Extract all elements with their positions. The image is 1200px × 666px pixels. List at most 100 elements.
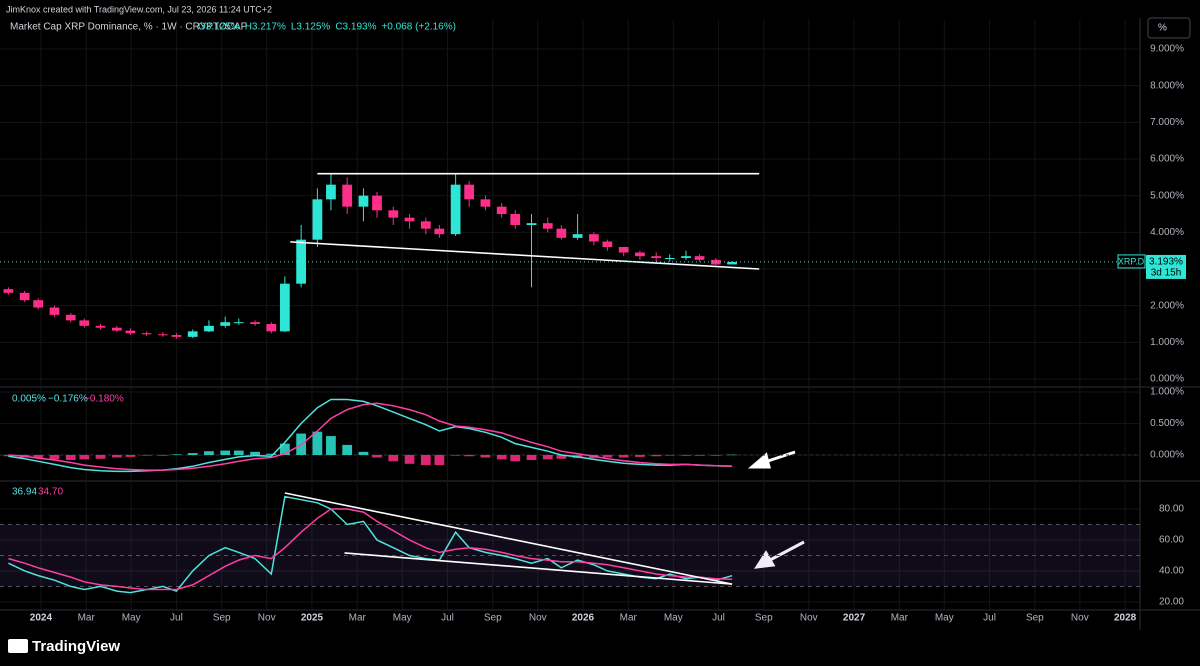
ohlc-value: L3.125%	[291, 22, 331, 33]
ohlc-value: O3.125%	[198, 22, 240, 33]
x-tick-label: Sep	[755, 613, 773, 624]
candle-body	[434, 228, 445, 235]
histogram-bar	[635, 454, 645, 457]
histogram-bar	[111, 454, 122, 458]
y-tick-label: 6.000%	[1150, 154, 1184, 165]
candle-body	[296, 239, 307, 284]
x-tick-label: Mar	[349, 613, 367, 624]
candle-body	[250, 322, 260, 325]
y-tick-label: 2.000%	[1150, 300, 1184, 311]
candle-body	[404, 217, 415, 222]
histogram-bar	[710, 454, 721, 456]
candle-body	[33, 300, 44, 308]
candle-body	[204, 325, 214, 332]
candle-body	[95, 325, 106, 328]
histogram-bar	[326, 436, 336, 455]
price-tag-label: 3.193%	[1149, 257, 1183, 268]
histogram-bar	[250, 451, 260, 455]
candle-body	[618, 247, 629, 253]
candle-body	[279, 283, 290, 332]
x-tick-label: Jul	[441, 613, 454, 624]
histogram-bar	[480, 454, 491, 458]
candle-body	[450, 184, 461, 235]
x-tick-label: Sep	[1026, 613, 1044, 624]
y-tick-label: 8.000%	[1150, 80, 1184, 91]
candle-body	[510, 214, 521, 226]
histogram-bar	[542, 454, 553, 460]
histogram-bar	[79, 454, 90, 460]
x-tick-label: Nov	[258, 613, 276, 624]
histogram-bar	[204, 451, 214, 455]
candle-body	[694, 256, 705, 260]
histogram-bar	[187, 453, 198, 455]
candle-body	[220, 322, 231, 326]
histogram-bar	[664, 454, 675, 456]
candle-body	[542, 223, 553, 229]
trendline	[284, 492, 733, 585]
candle-body	[171, 335, 182, 337]
arrow-shaft	[769, 540, 805, 562]
histogram-bar	[158, 454, 168, 456]
x-tick-label: Mar	[620, 613, 638, 624]
logo: TradingView	[8, 638, 120, 655]
histogram-bar	[602, 454, 613, 458]
histogram-bar	[171, 454, 182, 455]
candle-body	[312, 199, 323, 240]
x-tick-label: Jul	[983, 613, 996, 624]
y-tick-label: 0.000%	[1150, 450, 1184, 461]
ohlc-legend: O3.125% H3.217% L3.125% C3.193% +0.068 (+2.1…	[198, 22, 456, 33]
histogram-bar	[526, 454, 537, 461]
price-tag-symbol: XRP.D	[1118, 256, 1145, 266]
arrow	[747, 450, 805, 569]
candle-body	[158, 334, 168, 336]
histogram-bar	[420, 454, 431, 466]
macd-legend: −0.180%	[84, 394, 124, 405]
x-tick-label: Sep	[213, 613, 231, 624]
candle-body	[496, 206, 507, 215]
candle-body	[664, 258, 675, 260]
y-tick-label: 5.000%	[1150, 190, 1184, 201]
candle-body	[572, 234, 583, 238]
candle-body	[342, 184, 353, 207]
candle-body	[65, 314, 76, 321]
histogram-bar	[33, 454, 44, 459]
candle-body	[556, 228, 567, 238]
candle-body	[651, 256, 662, 259]
histogram-bar	[372, 454, 382, 458]
histogram-bar	[312, 431, 323, 455]
symbol: Market Cap XRP Dominance, % · 1W · CRYPT…	[10, 22, 248, 33]
candle-body	[187, 331, 198, 337]
x-tick-label: May	[122, 613, 141, 624]
x-tick-label: Jul	[712, 613, 725, 624]
histogram-bar	[65, 454, 76, 461]
candle-body	[420, 221, 431, 229]
histogram-bar	[95, 454, 106, 459]
ohlc-value: H3.217%	[245, 22, 286, 33]
candle-body	[233, 322, 244, 324]
candle-body	[326, 184, 336, 200]
y-tick-label: 1.000%	[1150, 387, 1184, 398]
histogram-bar	[651, 454, 662, 457]
x-tick-label: 2028	[1114, 613, 1137, 624]
trendline	[344, 552, 733, 585]
candle-body	[635, 252, 645, 257]
y-tick-label: 9.000%	[1150, 44, 1184, 55]
trendline	[290, 241, 760, 270]
price-tag-countdown: 3d 15h	[1151, 268, 1182, 279]
macd-legend: 0.005%	[12, 394, 46, 405]
price-tag-bg	[1117, 254, 1146, 269]
candle-body	[602, 241, 613, 248]
scale-button[interactable]	[1147, 17, 1191, 39]
y-tick-label: 60.00	[1159, 535, 1184, 546]
candle-body	[358, 195, 369, 207]
x-tick-label: Nov	[800, 613, 818, 624]
logo-text: TradingView	[32, 638, 120, 655]
x-tick-label: Nov	[529, 613, 547, 624]
macd-legend: −0.176%	[48, 394, 88, 405]
histogram-bar	[279, 443, 290, 455]
candle-body	[372, 195, 382, 211]
histogram-bar	[510, 454, 521, 462]
x-tick-label: May	[664, 613, 683, 624]
histogram-bar	[556, 454, 567, 459]
candle-body	[19, 292, 30, 301]
